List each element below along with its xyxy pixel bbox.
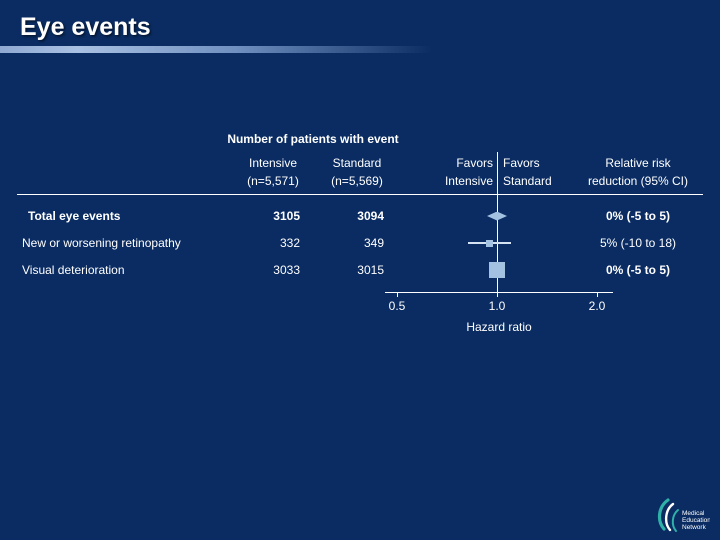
- row-value-standard: 349: [363, 236, 384, 250]
- axis-tick-label: 1.0: [488, 299, 506, 313]
- row-value-standard: 3094: [357, 209, 384, 223]
- forest-marker: [487, 211, 507, 221]
- favors-intensive-line2: Intensive: [444, 174, 493, 188]
- row-label: New or worsening retinopathy: [22, 236, 181, 250]
- row-rrr-value: 5% (-10 to 18): [599, 236, 677, 250]
- page-title: Eye events: [20, 13, 151, 41]
- intensive-col-label: Intensive: [248, 156, 298, 170]
- row-label: Visual deterioration: [22, 263, 125, 277]
- row-value-intensive: 3033: [273, 263, 300, 277]
- hazard-ratio-axis: [385, 292, 613, 293]
- standard-n-label: (n=5,569): [331, 174, 383, 188]
- rrr-header-line2: reduction (95% CI): [587, 174, 689, 188]
- axis-tick: [397, 292, 398, 297]
- logo-swoosh-icon: [671, 509, 679, 532]
- header-divider: [17, 194, 703, 195]
- forest-marker: [489, 262, 505, 278]
- axis-tick: [597, 292, 598, 297]
- favors-standard-line2: Standard: [503, 174, 552, 188]
- standard-col-label: Standard: [332, 156, 382, 170]
- axis-tick-label: 2.0: [588, 299, 606, 313]
- logo-swoosh-icon: [657, 498, 670, 531]
- forest-marker: [486, 239, 494, 247]
- rrr-header-line1: Relative risk: [605, 156, 671, 170]
- row-label: Total eye events: [28, 209, 121, 223]
- row-rrr-value: 0% (-5 to 5): [605, 209, 670, 223]
- reference-line-hr1: [497, 152, 498, 292]
- logo-text-line: Medical: [682, 510, 705, 517]
- favors-standard-line1: Favors: [503, 156, 540, 170]
- logo-swoosh-icon: [665, 502, 675, 532]
- axis-title: Hazard ratio: [466, 320, 532, 334]
- axis-tick-label: 0.5: [388, 299, 406, 313]
- title-accent-bar: [0, 46, 432, 53]
- patients-header: Number of patients with event: [227, 132, 399, 146]
- row-value-intensive: 3105: [273, 209, 300, 223]
- medical-education-network-logo: Medical Education Network: [657, 498, 710, 532]
- logo-text-line: Education: [682, 517, 710, 524]
- axis-tick: [497, 292, 498, 297]
- row-rrr-value: 0% (-5 to 5): [605, 263, 670, 277]
- row-value-standard: 3015: [357, 263, 384, 277]
- row-value-intensive: 332: [279, 236, 300, 250]
- logo-text-line: Network: [682, 524, 707, 531]
- favors-intensive-line1: Favors: [456, 156, 493, 170]
- intensive-n-label: (n=5,571): [247, 174, 299, 188]
